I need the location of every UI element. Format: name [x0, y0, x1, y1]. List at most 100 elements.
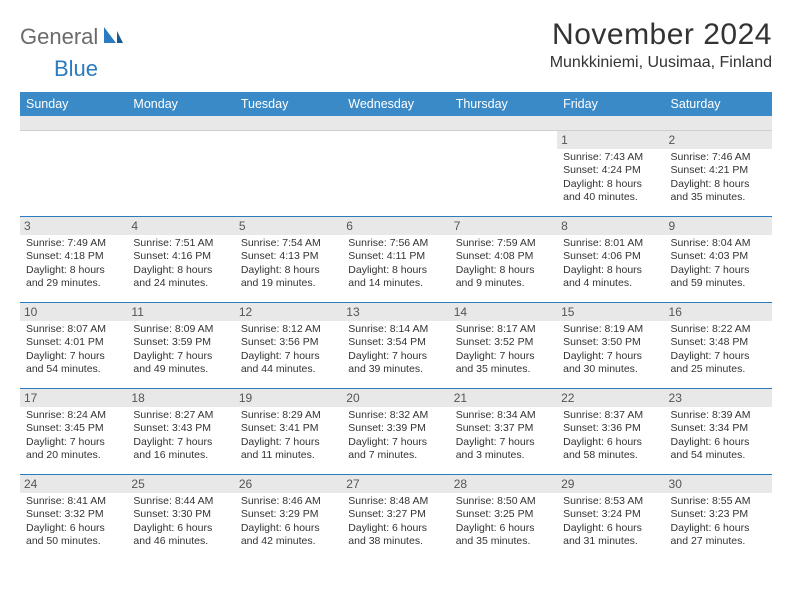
- day-detail: Sunrise: 8:32 AMSunset: 3:39 PMDaylight:…: [348, 409, 445, 464]
- dow-thursday: Thursday: [450, 92, 557, 116]
- day-detail: Sunrise: 8:27 AMSunset: 3:43 PMDaylight:…: [133, 409, 230, 464]
- title-block: November 2024 Munkkiniemi, Uusimaa, Finl…: [550, 18, 772, 72]
- day-cell: [342, 130, 449, 216]
- day-detail: Sunrise: 7:46 AMSunset: 4:21 PMDaylight:…: [671, 151, 768, 206]
- day-cell: 3Sunrise: 7:49 AMSunset: 4:18 PMDaylight…: [20, 216, 127, 302]
- day-detail: Sunrise: 8:46 AMSunset: 3:29 PMDaylight:…: [241, 495, 338, 550]
- day-number: 18: [127, 389, 234, 407]
- day-cell: 29 Sunrise: 8:53 AMSunset: 3:24 PMDayligh…: [557, 474, 664, 560]
- day-number: 14: [450, 303, 557, 321]
- day-number: 16: [665, 303, 772, 321]
- day-cell: 7 Sunrise: 7:59 AMSunset: 4:08 PMDaylight…: [450, 216, 557, 302]
- day-cell: 12 Sunrise: 8:12 AMSunset: 3:56 PMDayligh…: [235, 302, 342, 388]
- day-number: 30: [665, 475, 772, 493]
- day-number: 7: [450, 217, 557, 235]
- day-cell: 8 Sunrise: 8:01 AMSunset: 4:06 PMDaylight…: [557, 216, 664, 302]
- month-title: November 2024: [550, 18, 772, 52]
- logo-sail-icon: [102, 25, 124, 50]
- day-number: 22: [557, 389, 664, 407]
- day-cell: 6Sunrise: 7:56 AMSunset: 4:11 PMDaylight…: [342, 216, 449, 302]
- day-number: 1: [557, 131, 664, 149]
- day-detail: Sunrise: 8:04 AMSunset: 4:03 PMDaylight:…: [671, 237, 768, 292]
- day-detail: Sunrise: 8:53 AMSunset: 3:24 PMDaylight:…: [563, 495, 660, 550]
- day-number: 5: [235, 217, 342, 235]
- day-cell: 27Sunrise: 8:48 AMSunset: 3:27 PMDayligh…: [342, 474, 449, 560]
- day-cell: 15 Sunrise: 8:19 AMSunset: 3:50 PMDayligh…: [557, 302, 664, 388]
- day-of-week-row: Sunday Monday Tuesday Wednesday Thursday…: [20, 92, 772, 116]
- day-cell: 5 Sunrise: 7:54 AMSunset: 4:13 PMDaylight…: [235, 216, 342, 302]
- day-cell: 4Sunrise: 7:51 AMSunset: 4:16 PMDaylight…: [127, 216, 234, 302]
- day-cell: [20, 130, 127, 216]
- calendar-page: General November 2024 Munkkiniemi, Uusim…: [0, 0, 792, 570]
- day-number: 15: [557, 303, 664, 321]
- day-cell: 26 Sunrise: 8:46 AMSunset: 3:29 PMDayligh…: [235, 474, 342, 560]
- day-number: 17: [20, 389, 127, 407]
- day-cell: 30 Sunrise: 8:55 AMSunset: 3:23 PMDayligh…: [665, 474, 772, 560]
- week-row: 3Sunrise: 7:49 AMSunset: 4:18 PMDaylight…: [20, 216, 772, 302]
- day-detail: Sunrise: 7:49 AMSunset: 4:18 PMDaylight:…: [26, 237, 123, 292]
- day-number: 27: [342, 475, 449, 493]
- day-detail: Sunrise: 8:14 AMSunset: 3:54 PMDaylight:…: [348, 323, 445, 378]
- dow-wednesday: Wednesday: [342, 92, 449, 116]
- day-number: 21: [450, 389, 557, 407]
- dow-monday: Monday: [127, 92, 234, 116]
- day-cell: 17 Sunrise: 8:24 AMSunset: 3:45 PMDayligh…: [20, 388, 127, 474]
- day-detail: Sunrise: 8:01 AMSunset: 4:06 PMDaylight:…: [563, 237, 660, 292]
- day-number: 11: [127, 303, 234, 321]
- day-cell: [127, 130, 234, 216]
- day-cell: 22 Sunrise: 8:37 AMSunset: 3:36 PMDayligh…: [557, 388, 664, 474]
- day-detail: Sunrise: 8:55 AMSunset: 3:23 PMDaylight:…: [671, 495, 768, 550]
- day-number: 8: [557, 217, 664, 235]
- day-cell: 20 Sunrise: 8:32 AMSunset: 3:39 PMDayligh…: [342, 388, 449, 474]
- day-number: 29: [557, 475, 664, 493]
- day-number: 20: [342, 389, 449, 407]
- day-detail: Sunrise: 7:54 AMSunset: 4:13 PMDaylight:…: [241, 237, 338, 292]
- day-detail: Sunrise: 8:22 AMSunset: 3:48 PMDaylight:…: [671, 323, 768, 378]
- day-cell: 25Sunrise: 8:44 AMSunset: 3:30 PMDayligh…: [127, 474, 234, 560]
- day-detail: Sunrise: 8:24 AMSunset: 3:45 PMDaylight:…: [26, 409, 123, 464]
- day-number: 13: [342, 303, 449, 321]
- day-number: 24: [20, 475, 127, 493]
- location-text: Munkkiniemi, Uusimaa, Finland: [550, 54, 772, 72]
- day-detail: Sunrise: 8:41 AMSunset: 3:32 PMDaylight:…: [26, 495, 123, 550]
- day-detail: Sunrise: 8:09 AMSunset: 3:59 PMDaylight:…: [133, 323, 230, 378]
- day-detail: Sunrise: 7:43 AMSunset: 4:24 PMDaylight:…: [563, 151, 660, 206]
- day-cell: 19Sunrise: 8:29 AMSunset: 3:41 PMDayligh…: [235, 388, 342, 474]
- day-number: 10: [20, 303, 127, 321]
- day-detail: Sunrise: 8:29 AMSunset: 3:41 PMDaylight:…: [241, 409, 338, 464]
- day-cell: 23Sunrise: 8:39 AMSunset: 3:34 PMDayligh…: [665, 388, 772, 474]
- day-cell: 18 Sunrise: 8:27 AMSunset: 3:43 PMDayligh…: [127, 388, 234, 474]
- day-detail: Sunrise: 8:34 AMSunset: 3:37 PMDaylight:…: [456, 409, 553, 464]
- day-cell: 13 Sunrise: 8:14 AMSunset: 3:54 PMDayligh…: [342, 302, 449, 388]
- logo-text-general: General: [20, 24, 98, 50]
- calendar-table: Sunday Monday Tuesday Wednesday Thursday…: [20, 92, 772, 560]
- day-cell: 1 Sunrise: 7:43 AMSunset: 4:24 PMDaylight…: [557, 130, 664, 216]
- day-cell: 11 Sunrise: 8:09 AMSunset: 3:59 PMDayligh…: [127, 302, 234, 388]
- day-detail: Sunrise: 8:37 AMSunset: 3:36 PMDaylight:…: [563, 409, 660, 464]
- day-number: 23: [665, 389, 772, 407]
- week-row: 1 Sunrise: 7:43 AMSunset: 4:24 PMDaylight…: [20, 130, 772, 216]
- day-cell: [450, 130, 557, 216]
- dow-tuesday: Tuesday: [235, 92, 342, 116]
- day-detail: Sunrise: 8:19 AMSunset: 3:50 PMDaylight:…: [563, 323, 660, 378]
- day-number: 4: [127, 217, 234, 235]
- day-cell: 9Sunrise: 8:04 AMSunset: 4:03 PMDaylight…: [665, 216, 772, 302]
- day-number: 26: [235, 475, 342, 493]
- week-row: 10Sunrise: 8:07 AMSunset: 4:01 PMDayligh…: [20, 302, 772, 388]
- dow-friday: Friday: [557, 92, 664, 116]
- day-cell: 14 Sunrise: 8:17 AMSunset: 3:52 PMDayligh…: [450, 302, 557, 388]
- day-detail: Sunrise: 7:56 AMSunset: 4:11 PMDaylight:…: [348, 237, 445, 292]
- day-number: 12: [235, 303, 342, 321]
- day-cell: 10Sunrise: 8:07 AMSunset: 4:01 PMDayligh…: [20, 302, 127, 388]
- day-number: 2: [665, 131, 772, 149]
- day-detail: Sunrise: 8:44 AMSunset: 3:30 PMDaylight:…: [133, 495, 230, 550]
- week-row: 17 Sunrise: 8:24 AMSunset: 3:45 PMDayligh…: [20, 388, 772, 474]
- day-detail: Sunrise: 8:12 AMSunset: 3:56 PMDaylight:…: [241, 323, 338, 378]
- spacer-row: [20, 116, 772, 130]
- day-cell: 16 Sunrise: 8:22 AMSunset: 3:48 PMDayligh…: [665, 302, 772, 388]
- day-number: 28: [450, 475, 557, 493]
- day-detail: Sunrise: 7:59 AMSunset: 4:08 PMDaylight:…: [456, 237, 553, 292]
- day-detail: Sunrise: 8:17 AMSunset: 3:52 PMDaylight:…: [456, 323, 553, 378]
- day-cell: 2 Sunrise: 7:46 AMSunset: 4:21 PMDaylight…: [665, 130, 772, 216]
- dow-sunday: Sunday: [20, 92, 127, 116]
